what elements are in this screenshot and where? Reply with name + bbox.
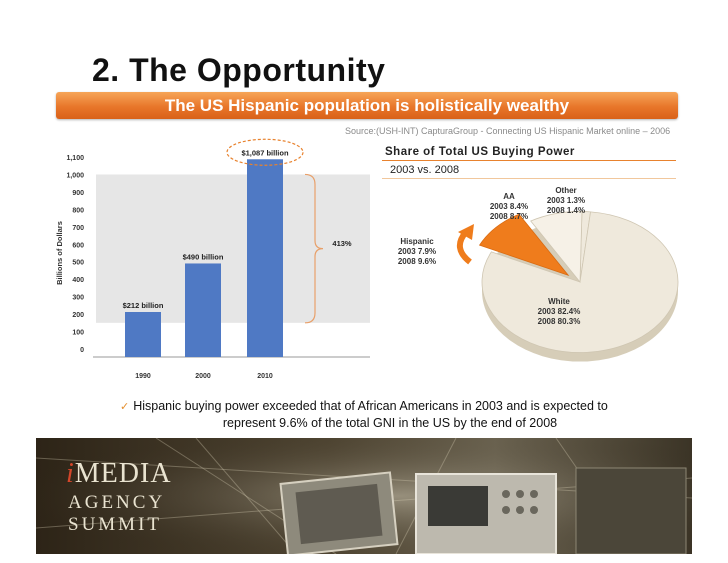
footer-decoration <box>36 438 692 554</box>
y-tick-label: 800 <box>72 207 84 214</box>
y-tick-label: 200 <box>72 312 84 319</box>
bar <box>125 311 161 357</box>
pie-label-white: White 2003 82.4% 2008 80.3% <box>537 297 581 326</box>
pie-label-hispanic: Hispanic 2003 7.9% 2008 9.6% <box>397 237 437 266</box>
highlight-ellipse <box>226 138 304 166</box>
y-tick-label: 1,100 <box>66 155 84 162</box>
x-tick-label: 2000 <box>195 373 211 380</box>
bar-chart-layer: 0 100 200 300 400 500 600 700 800 900 1,000 1,100 Bi… <box>55 138 370 380</box>
y-tick-label: 300 <box>72 295 84 302</box>
source-note: Source:(USH-INT) CapturaGroup - Connecti… <box>345 126 671 136</box>
pie-chart <box>457 211 679 362</box>
subtitle-banner: The US Hispanic population is holistical… <box>56 92 678 119</box>
bar <box>185 263 221 357</box>
pie-slice-aa <box>530 211 583 284</box>
bar-data-label: $212 billion <box>123 301 164 310</box>
y-tick-label: 0 <box>80 347 84 354</box>
pie-label-other: Other 2003 1.3% 2008 1.4% <box>546 186 586 215</box>
imedia-logo: iMEDIA AGENCY SUMMIT <box>66 458 172 535</box>
bar-data-label: $1,087 billion <box>241 148 289 157</box>
pie-label-aa: AA 2003 8.4% 2008 8.7% <box>489 192 529 221</box>
pie-title-rule <box>382 160 676 161</box>
bullet-line-1: Hispanic buying power exceeded that of A… <box>133 399 608 413</box>
x-tick-label: 2010 <box>257 373 273 380</box>
plot-shade <box>96 174 370 323</box>
check-icon: ✓ <box>120 401 130 413</box>
y-tick-label: 600 <box>72 242 84 249</box>
x-tick-label: 1990 <box>135 373 151 380</box>
y-tick-label: 1,000 <box>66 172 84 179</box>
growth-bracket <box>304 173 324 324</box>
y-tick-label: 100 <box>72 330 84 337</box>
bullet-point: ✓ Hispanic buying power exceeded that of … <box>120 398 680 431</box>
y-tick-label: 400 <box>72 277 84 284</box>
pie-chart-layer <box>457 211 679 362</box>
slide-title: 2. The Opportunity <box>92 52 386 88</box>
arrow-head-icon <box>458 224 474 240</box>
footer-banner: iMEDIA AGENCY SUMMIT <box>36 438 692 554</box>
pie-subtitle: 2003 vs. 2008 <box>390 164 460 176</box>
pie-subtitle-rule <box>382 178 676 179</box>
y-tick-label: 900 <box>72 190 84 197</box>
y-tick-label: 500 <box>72 260 84 267</box>
banner-text: The US Hispanic population is holistical… <box>164 96 570 115</box>
pie-title: Share of Total US Buying Power <box>385 146 575 158</box>
bullet-line-2: represent 9.6% of the total GNI in the U… <box>222 416 558 430</box>
y-axis-label: Billions of Dollars <box>55 221 64 285</box>
pie-slice-hispanic <box>478 213 570 277</box>
y-tick-label: 700 <box>72 225 84 232</box>
growth-annotation: 413% <box>332 239 352 248</box>
bar-chart: 0 100 200 300 400 500 600 700 800 900 1,000 1,100 Bi… <box>55 138 370 380</box>
bar <box>247 159 283 357</box>
bar-data-label: $490 billion <box>183 252 224 261</box>
